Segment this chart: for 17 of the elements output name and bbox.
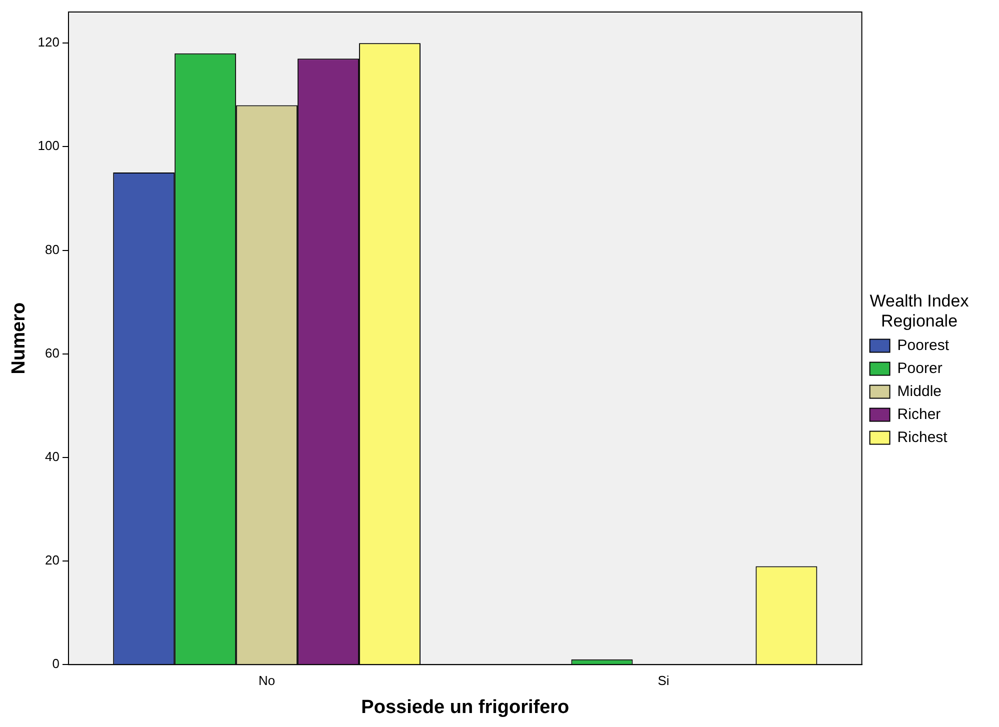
legend-label: Richest xyxy=(897,428,948,446)
y-tick-label: 0 xyxy=(52,656,60,672)
y-tick-label: 100 xyxy=(38,138,60,154)
y-tick-label: 80 xyxy=(45,242,60,257)
legend-title: Wealth Index Regionale xyxy=(870,291,970,330)
legend-label: Poorer xyxy=(897,360,942,377)
x-tick-label: No xyxy=(258,672,276,688)
legend-label: Poorest xyxy=(897,336,950,354)
y-tick-label: 40 xyxy=(45,449,60,464)
x-axis-title: Possiede un frigorifero xyxy=(361,696,570,718)
legend-label: Middle xyxy=(897,382,942,400)
y-tick-label: 120 xyxy=(38,34,60,50)
y-tick-label: 20 xyxy=(45,552,60,568)
y-tick-label: 60 xyxy=(45,345,60,360)
legend-label: Richer xyxy=(897,406,941,423)
y-axis-title: Numero xyxy=(8,302,30,374)
x-tick-label: Si xyxy=(658,672,670,688)
